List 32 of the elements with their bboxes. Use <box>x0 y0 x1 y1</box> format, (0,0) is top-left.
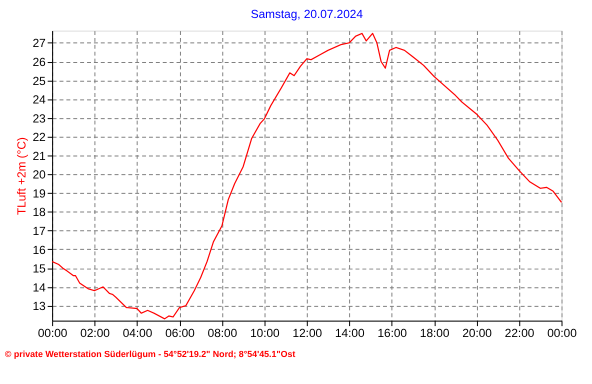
y-axis-title: TLuft +2m (°C) <box>14 137 29 216</box>
y-tick-label: 13 <box>32 299 46 314</box>
y-tick-label: 22 <box>32 130 46 144</box>
y-tick-label: 26 <box>32 54 46 69</box>
x-tick-label: 10:00 <box>250 326 280 340</box>
x-tick-label: 22:00 <box>504 326 535 340</box>
y-tick-label: 25 <box>32 74 46 88</box>
y-tick-label: 14 <box>32 280 46 294</box>
y-tick-label: 24 <box>32 92 46 107</box>
y-tick-label: 20 <box>32 168 46 182</box>
x-tick-label: 08:00 <box>208 326 238 340</box>
x-tick-label: 00:00 <box>38 326 68 340</box>
x-tick-label: 06:00 <box>165 326 196 340</box>
y-tick-label: 17 <box>32 224 46 238</box>
y-tick-label: 27 <box>32 36 46 50</box>
x-tick-label: 04:00 <box>122 326 153 340</box>
y-tick-label: 19 <box>32 186 46 200</box>
x-tick-label: 00:00 <box>547 326 578 340</box>
x-tick-label: 12:00 <box>292 326 323 340</box>
x-tick-label: 16:00 <box>377 326 408 340</box>
line-series <box>52 32 562 320</box>
x-tick-label: 14:00 <box>334 326 365 340</box>
x-tick-label: 02:00 <box>80 326 110 340</box>
y-tick-label: 16 <box>32 242 46 257</box>
text: © private Wetterstation Süderlügum - 54°52'19.2" Nord; 8°54'45.1"Ost <box>4 349 296 360</box>
y-tick-label: 18 <box>32 205 46 220</box>
chart-title: Samstag, 20.07.2024 <box>250 6 364 21</box>
x-tick-label: 18:00 <box>420 326 450 340</box>
y-tick-label: 15 <box>32 262 46 276</box>
y-tick-label: 23 <box>32 111 46 126</box>
y-tick-label: 21 <box>32 148 46 163</box>
x-tick-label: 20:00 <box>462 326 492 340</box>
